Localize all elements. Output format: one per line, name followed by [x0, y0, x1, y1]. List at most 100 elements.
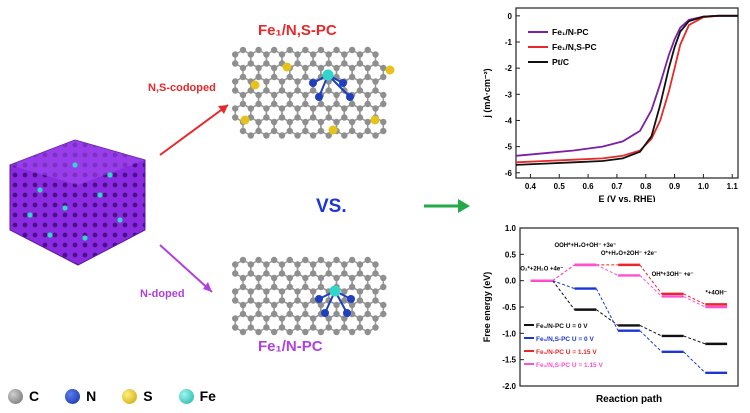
carbon-atom [364, 283, 371, 291]
carbon-atom [325, 60, 332, 67]
carbon-atom [239, 310, 247, 318]
lsv-y-tick-label: -3 [505, 90, 513, 99]
carbon-atom [333, 301, 340, 309]
carbon-atom [278, 87, 286, 94]
carbon-atom [278, 114, 286, 121]
carbon-atom [278, 261, 286, 268]
carbon-atom [348, 328, 356, 336]
lsv-x-tick-label: 0.9 [669, 182, 681, 191]
fe-connector [683, 296, 706, 308]
carbon-atom [270, 91, 278, 99]
fe-y-tick-label: -1.0 [502, 329, 516, 338]
carbon-atom [263, 105, 270, 112]
carbon-atom [325, 270, 332, 277]
carbon-atom [270, 100, 278, 108]
fe-y-tick-label: -2.0 [502, 382, 516, 391]
carbon-atom [348, 127, 356, 135]
carbon-atom [239, 301, 247, 309]
carbon-atom [255, 283, 262, 291]
carbon-atom [263, 324, 270, 331]
carbon-atom [302, 127, 309, 135]
carbon-atom [278, 132, 286, 139]
carbon-atom [372, 288, 379, 295]
carbon-atom [294, 114, 301, 121]
sulfur-atom-icon [122, 388, 138, 404]
carbon-atom [286, 91, 293, 99]
carbon-atom [333, 100, 340, 108]
carbon-atom [286, 274, 293, 282]
doping-arrows [159, 104, 229, 293]
carbon-atom [333, 256, 340, 264]
n-doped-label: N-doped [140, 288, 185, 300]
carbon-atom [372, 78, 379, 85]
carbon-atom [317, 46, 325, 54]
carbon-atom [341, 105, 348, 112]
carbon-atom [317, 118, 325, 126]
carbon-atom [302, 283, 309, 291]
carbon-atom [333, 310, 340, 318]
carbon-atom [263, 51, 270, 58]
carbon-atom [247, 60, 254, 67]
lsv-y-tick-label: 0 [508, 12, 513, 21]
fe-connector [595, 288, 619, 331]
carbon-atom [325, 261, 332, 268]
lsv-x-tick-label: 0.8 [640, 182, 652, 191]
carbon-atom [380, 274, 387, 282]
carbon-atom [302, 118, 309, 126]
fe1-ns-pc-structure [232, 46, 395, 139]
carbon-atom [302, 310, 309, 318]
carbon-atom [286, 310, 293, 318]
carbon-atom [341, 114, 348, 121]
carbon-atom [333, 274, 340, 282]
carbon-atom [309, 324, 317, 331]
carbon-atom [309, 315, 317, 322]
carbon-atom [302, 328, 309, 336]
carbon-atom [380, 283, 387, 291]
carbon-atom [348, 64, 356, 72]
lsv-y-tick-label: -1 [505, 38, 513, 47]
carbon-atom [309, 270, 317, 277]
carbon-atom [294, 315, 301, 322]
carbon-atom [341, 324, 348, 331]
legend-item-fe: Fe [178, 388, 216, 404]
carbon-atom [364, 73, 371, 81]
carbon-atom [263, 87, 270, 94]
lsv-series-line [515, 14, 738, 157]
carbon-atom [341, 270, 348, 277]
legend-label-n: N [86, 388, 97, 404]
carbon-atom [364, 301, 371, 309]
carbon-atom [325, 114, 332, 121]
carbon-atom [270, 64, 278, 72]
carbon-atom [341, 315, 348, 322]
fe-legend-label: Fe₁/N-PC U = 0 V [536, 323, 588, 330]
carbon-atom [317, 328, 325, 336]
nitrogen-atom-icon [65, 388, 81, 404]
carbon-atom [348, 73, 356, 81]
carbon-atom [239, 283, 247, 291]
carbon-atom [325, 87, 332, 94]
fe-y-tick-label: 0.5 [505, 250, 517, 259]
iron-atom [322, 69, 334, 81]
carbon-atom [239, 73, 247, 81]
carbon-atom [380, 127, 387, 135]
carbon-atom [263, 60, 270, 67]
carbon-atom [270, 328, 278, 336]
carbon-atom [294, 288, 301, 295]
carbon-atom [247, 315, 254, 322]
nitrogen-atom [339, 79, 347, 87]
carbon-atom [255, 91, 262, 99]
fe-connector [552, 280, 575, 290]
carbon-atom [232, 324, 239, 331]
fe-connector [639, 324, 662, 337]
carbon-atom [341, 51, 348, 58]
carbon-atom [356, 114, 364, 121]
carbon-atom [333, 118, 340, 126]
carbon-atom [247, 105, 254, 112]
lsv-legend-label: Pt/C [552, 57, 569, 67]
lsv-x-tick-label: 1.1 [727, 182, 739, 191]
carbon-atom [380, 73, 387, 81]
carbon-atom [247, 297, 254, 304]
carbon-atom [302, 100, 309, 108]
carbon-atom [302, 64, 309, 72]
carbon-atom [286, 328, 293, 336]
